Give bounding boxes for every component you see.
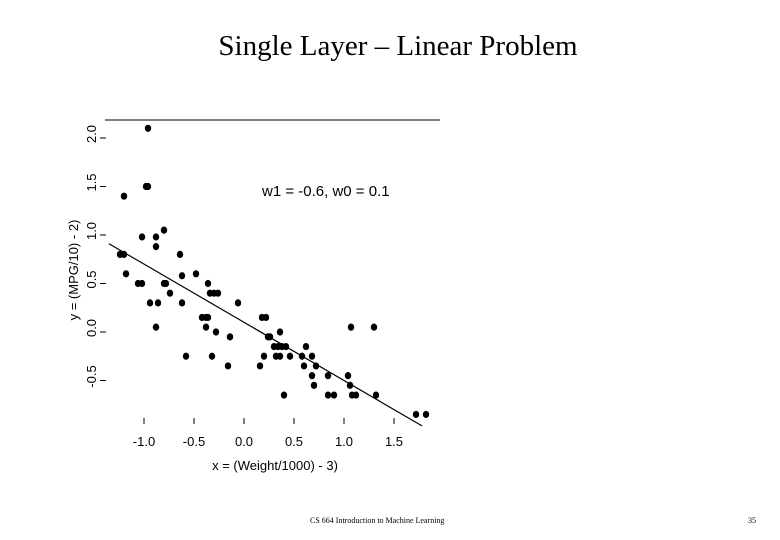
x-tick-label: -1.0 [133, 434, 155, 449]
y-tick-label: 0.0 [84, 319, 99, 337]
data-point [204, 313, 212, 322]
data-point [204, 279, 212, 288]
data-point [286, 352, 294, 360]
data-point [178, 299, 186, 307]
y-axis: -0.5 0.0 0.5 1.0 1.5 2.0 [84, 125, 106, 388]
data-point [308, 372, 316, 380]
data-point [324, 372, 332, 380]
data-point [308, 352, 316, 360]
data-point [276, 328, 284, 336]
data-point [138, 279, 146, 288]
x-tick-label: 1.0 [335, 434, 353, 449]
data-point [234, 299, 242, 307]
x-tick-label: 0.0 [235, 434, 253, 449]
y-tick-label: 1.0 [84, 222, 99, 240]
weights-annotation: w1 = -0.6, w0 = 0.1 [261, 183, 390, 200]
y-tick-label: -0.5 [84, 365, 99, 387]
data-point [324, 391, 332, 399]
x-axis-label: x = (Weight/1000) - 3) [212, 458, 338, 473]
data-point [176, 250, 184, 258]
fit-line [108, 243, 423, 427]
data-point [276, 352, 284, 360]
data-point [120, 250, 128, 258]
data-point [144, 182, 152, 191]
data-point [262, 313, 270, 322]
x-tick-label: 1.5 [385, 434, 403, 449]
data-point [226, 333, 234, 341]
data-point [300, 362, 308, 370]
data-point [260, 352, 268, 360]
data-point [160, 226, 168, 234]
data-point [344, 372, 352, 380]
data-point [302, 342, 310, 351]
data-point [178, 272, 186, 280]
data-point [280, 391, 288, 399]
data-point [166, 289, 174, 297]
y-tick-label: 0.5 [84, 270, 99, 288]
x-tick-label: -0.5 [183, 434, 205, 449]
data-point [152, 243, 160, 251]
x-tick-label: 0.5 [285, 434, 303, 449]
slide-title: Single Layer – Linear Problem [218, 30, 578, 62]
data-point [152, 323, 160, 331]
data-point [412, 410, 420, 419]
data-point [214, 289, 222, 297]
page-number: 35 [748, 516, 756, 525]
footer-course: CS 664 Introduction to Machine Learning [310, 516, 445, 525]
data-point [162, 279, 170, 288]
data-point [208, 352, 216, 360]
data-point [347, 323, 355, 331]
data-point [144, 124, 152, 132]
data-point [192, 270, 200, 278]
y-axis-label: y = (MPG/10) - 2) [66, 220, 81, 321]
data-point [256, 362, 264, 370]
data-point [182, 352, 190, 360]
x-axis: -1.0 -0.5 0.0 0.5 1.0 1.5 [133, 418, 403, 449]
data-point [312, 362, 320, 370]
data-point [330, 391, 338, 399]
fit-line-group [108, 243, 423, 427]
data-point [152, 233, 160, 241]
data-point [146, 299, 154, 307]
y-tick-label: 2.0 [84, 125, 99, 143]
data-point [352, 391, 360, 399]
data-point [370, 323, 378, 331]
data-point [372, 391, 380, 399]
data-point [120, 192, 128, 200]
data-point [122, 270, 130, 278]
data-point [224, 362, 232, 370]
data-point [154, 299, 162, 307]
y-tick-label: 1.5 [84, 173, 99, 191]
data-point [422, 410, 430, 419]
data-point [310, 381, 318, 389]
data-point [212, 328, 220, 336]
data-point [202, 323, 210, 331]
data-point [138, 233, 146, 241]
data-points [116, 124, 430, 419]
